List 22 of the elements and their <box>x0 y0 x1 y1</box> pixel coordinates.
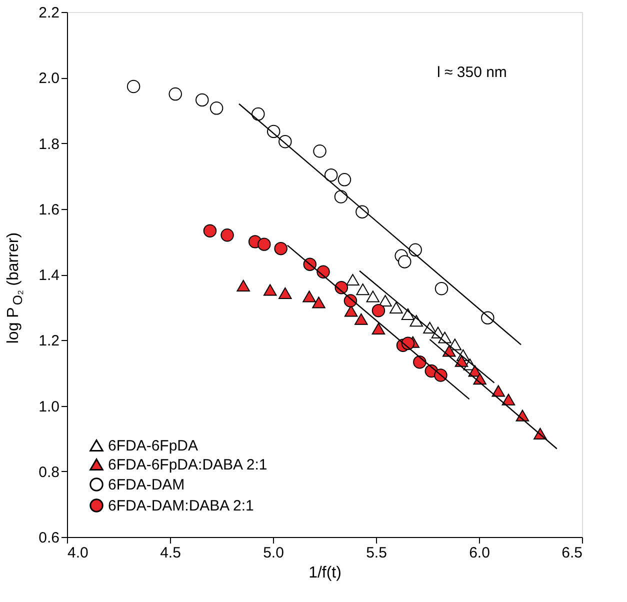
annotation: l ≈ 350 nm <box>437 64 507 81</box>
y-tick-label: 1.4 <box>38 267 60 284</box>
y-tick-label: 2.0 <box>38 70 60 88</box>
x-axis-title: 1/f(t) <box>308 564 342 582</box>
y-tick-label: 1.2 <box>38 332 60 350</box>
x-tick-label: 5.0 <box>263 544 284 562</box>
legend-label: 6FDA-DAM:DABA 2:1 <box>108 498 254 514</box>
x-tick-label: 4.0 <box>68 544 88 562</box>
legend-label: 6FDA-DAM <box>108 476 185 494</box>
legend-label: 6FDA-6FpDA:DABA 2:1 <box>108 456 268 474</box>
x-tick-label: 4.5 <box>160 544 181 562</box>
x-tick-label: 5.5 <box>366 544 387 562</box>
y-tick-label: 0.8 <box>38 464 60 481</box>
x-tick-label: 6.5 <box>562 544 582 562</box>
y-tick-label: 2.2 <box>38 4 60 22</box>
legend-label: 6FDA-6FpDA <box>108 438 198 454</box>
y-tick-label: 1.0 <box>38 398 60 416</box>
y-tick-label: 1.6 <box>38 201 60 218</box>
x-tick-label: 6.0 <box>469 544 490 562</box>
y-tick-label: 0.6 <box>38 530 60 546</box>
y-tick-label: 1.8 <box>38 136 60 153</box>
y-axis-title: log PO₂ (barrer) <box>5 232 25 344</box>
